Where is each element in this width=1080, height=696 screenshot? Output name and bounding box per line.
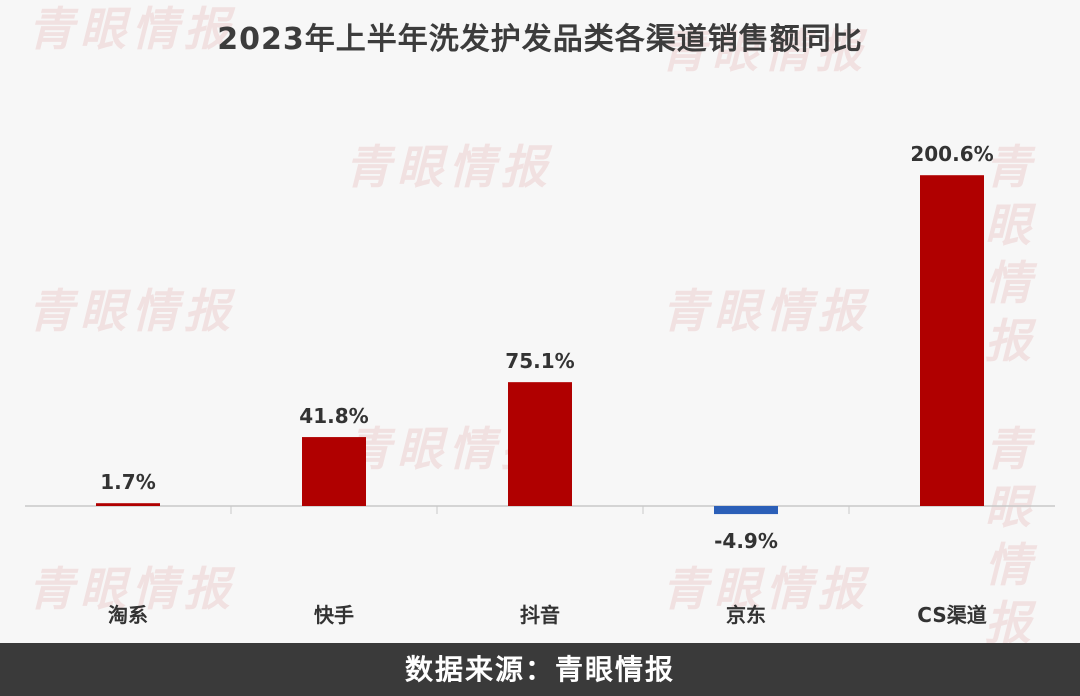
bar-0 [96,503,160,506]
data-label-4: 200.6% [910,142,993,166]
bar-4 [920,175,984,506]
category-label-4: CS渠道 [917,603,986,627]
bar-3 [714,506,778,514]
bar-1 [302,437,366,506]
category-label-1: 快手 [314,603,354,627]
category-label-0: 淘系 [108,603,148,627]
data-label-2: 75.1% [505,349,574,373]
data-label-0: 1.7% [100,470,155,494]
data-source-footer: 数据来源：青眼情报 [0,643,1080,696]
category-label-3: 京东 [726,603,766,627]
bar-chart: 1.7% 淘系 41.8% 快手 75.1% 抖音 -4.9% 京东 200.6% CS渠道 [0,0,1080,643]
data-label-1: 41.8% [299,404,368,428]
category-label-2: 抖音 [520,603,560,627]
bar-2 [508,382,572,506]
data-label-3: -4.9% [714,529,778,553]
data-source-text: 数据来源：青眼情报 [405,653,675,686]
